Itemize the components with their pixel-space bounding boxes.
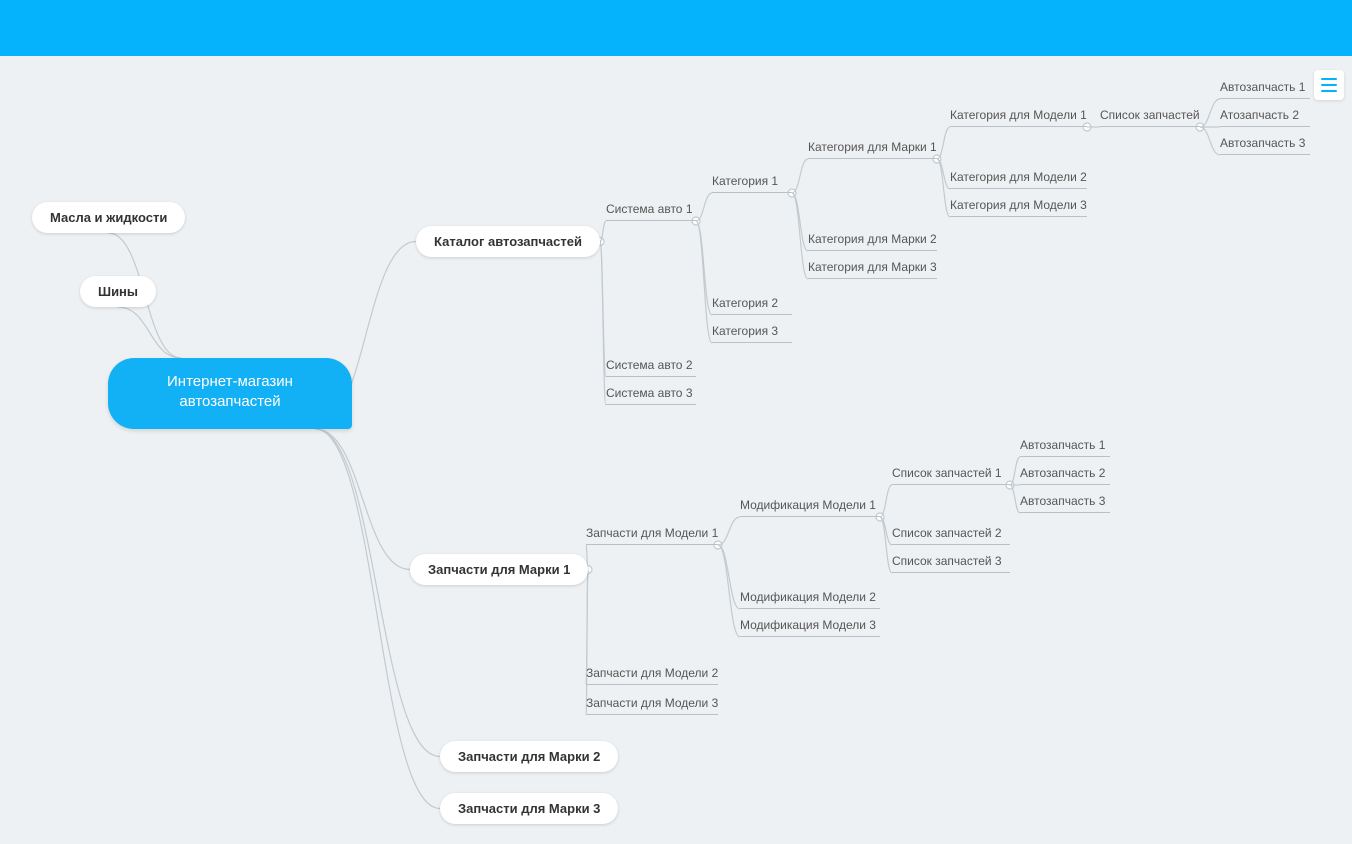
- edges-svg: [0, 56, 1352, 844]
- leaf-bapart3[interactable]: Автозапчасть 3: [1020, 494, 1110, 513]
- leaf-cat2[interactable]: Категория 2: [712, 296, 792, 315]
- leaf-apart3[interactable]: Автозапчасть 3: [1220, 136, 1310, 155]
- leaf-plist1[interactable]: Список запчастей 1: [892, 466, 1010, 485]
- leaf-cat1[interactable]: Категория 1: [712, 174, 792, 193]
- header-bar: [0, 0, 1352, 56]
- pill-brand3[interactable]: Запчасти для Марки 3: [440, 793, 618, 824]
- leaf-model2[interactable]: Запчасти для Модели 2: [586, 666, 718, 685]
- hamburger-icon: [1321, 78, 1337, 80]
- leaf-catmodel1[interactable]: Категория для Модели 1: [950, 108, 1087, 127]
- pill-tires[interactable]: Шины: [80, 276, 156, 307]
- leaf-catbrand2[interactable]: Категория для Марки 2: [808, 232, 937, 251]
- leaf-mod1[interactable]: Модификация Модели 1: [740, 498, 880, 517]
- leaf-apart2[interactable]: Атозапчасть 2: [1220, 108, 1310, 127]
- leaf-catbrand3[interactable]: Категория для Марки 3: [808, 260, 937, 279]
- leaf-catmodel3[interactable]: Категория для Модели 3: [950, 198, 1087, 217]
- leaf-mod3[interactable]: Модификация Модели 3: [740, 618, 880, 637]
- leaf-catmodel2[interactable]: Категория для Модели 2: [950, 170, 1087, 189]
- leaf-plist3[interactable]: Список запчастей 3: [892, 554, 1010, 573]
- leaf-mod2[interactable]: Модификация Модели 2: [740, 590, 880, 609]
- leaf-bapart1[interactable]: Автозапчасть 1: [1020, 438, 1110, 457]
- leaf-cat3[interactable]: Категория 3: [712, 324, 792, 343]
- root-node[interactable]: Интернет-магазин автозапчастей: [108, 358, 352, 429]
- mindmap-canvas: Интернет-магазин автозапчастей Масла и ж…: [0, 56, 1352, 844]
- leaf-sysauto3[interactable]: Система авто 3: [606, 386, 696, 405]
- pill-oils[interactable]: Масла и жидкости: [32, 202, 185, 233]
- leaf-catbrand1[interactable]: Категория для Марки 1: [808, 140, 937, 159]
- leaf-partslist[interactable]: Список запчастей: [1100, 108, 1200, 127]
- leaf-model1[interactable]: Запчасти для Модели 1: [586, 526, 718, 545]
- pill-brand1[interactable]: Запчасти для Марки 1: [410, 554, 588, 585]
- pill-brand2[interactable]: Запчасти для Марки 2: [440, 741, 618, 772]
- leaf-sysauto1[interactable]: Система авто 1: [606, 202, 696, 221]
- leaf-sysauto2[interactable]: Система авто 2: [606, 358, 696, 377]
- pill-catalog[interactable]: Каталог автозапчастей: [416, 226, 600, 257]
- leaf-bapart2[interactable]: Автозапчасть 2: [1020, 466, 1110, 485]
- hamburger-menu-button[interactable]: [1314, 70, 1344, 100]
- leaf-plist2[interactable]: Список запчастей 2: [892, 526, 1010, 545]
- leaf-model3[interactable]: Запчасти для Модели 3: [586, 696, 718, 715]
- leaf-apart1[interactable]: Автозапчасть 1: [1220, 80, 1310, 99]
